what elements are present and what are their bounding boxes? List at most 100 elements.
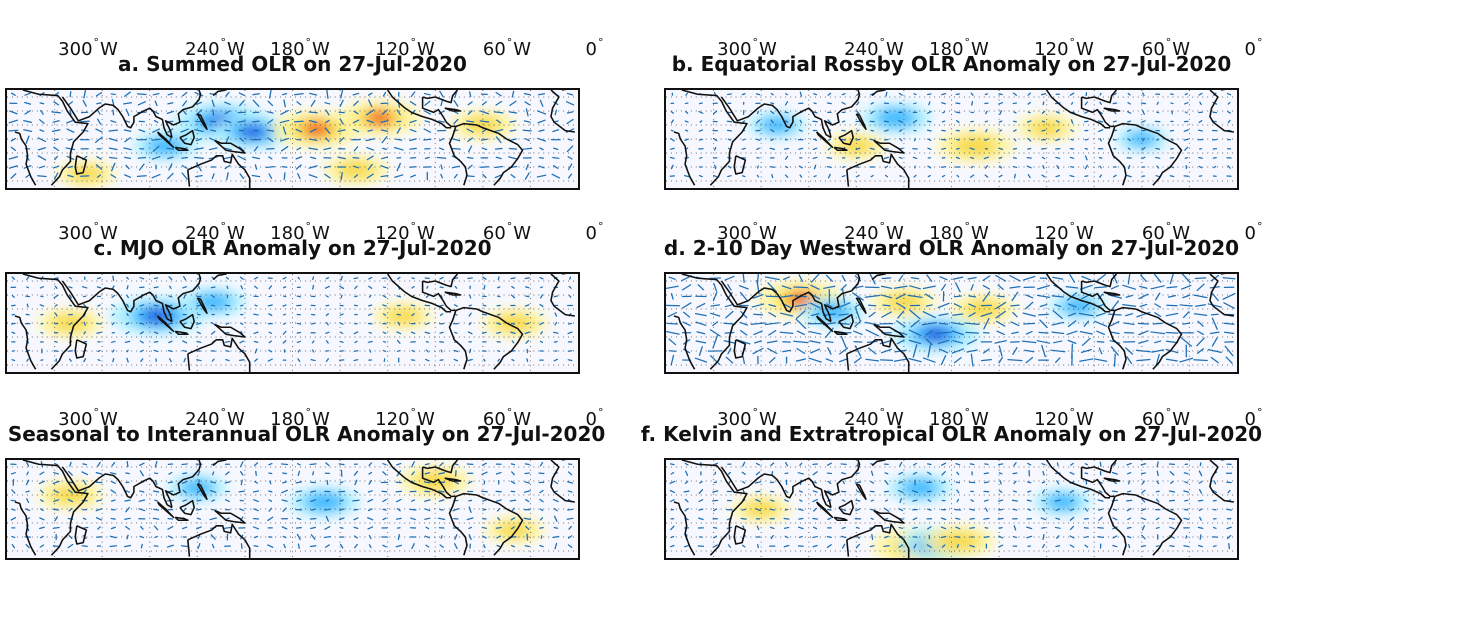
- longitude-hemisphere: W: [1076, 409, 1094, 430]
- wind-vector: [682, 321, 691, 327]
- wind-vector: [10, 146, 16, 151]
- wind-vector: [424, 535, 430, 539]
- wind-vector: [1083, 320, 1090, 327]
- wind-vector: [166, 544, 174, 548]
- wind-vector: [168, 358, 172, 363]
- coastline: [455, 306, 524, 370]
- wind-vector: [1213, 480, 1217, 485]
- wind-vector: [827, 480, 832, 484]
- wind-vector: [225, 349, 230, 353]
- wind-vector: [166, 110, 175, 114]
- wind-vector: [1127, 147, 1131, 151]
- wind-vector: [1141, 534, 1146, 540]
- wind-vector: [82, 463, 88, 466]
- coastline: [174, 516, 189, 522]
- wind-vector: [998, 490, 1003, 493]
- wind-vector: [1169, 526, 1175, 530]
- wind-vector: [126, 276, 129, 280]
- wind-vector: [927, 165, 932, 169]
- wind-vector: [984, 165, 989, 169]
- degree-mark: °: [410, 406, 417, 419]
- wind-vector: [1042, 543, 1045, 549]
- wind-vector: [510, 544, 516, 548]
- coastline: [22, 90, 89, 186]
- wind-vector: [39, 304, 45, 307]
- wind-vector: [856, 110, 860, 115]
- wind-vector: [1038, 331, 1049, 334]
- longitude-label: 0°: [586, 36, 605, 60]
- wind-vector: [812, 490, 818, 493]
- degree-mark: °: [879, 36, 886, 49]
- wind-vector: [856, 490, 860, 493]
- wind-vector: [785, 461, 789, 467]
- wind-vector: [1023, 275, 1036, 281]
- wind-vector: [68, 470, 73, 476]
- degree-mark: °: [752, 220, 759, 233]
- wind-vector: [1184, 102, 1189, 105]
- wind-vector: [742, 544, 746, 548]
- longitude-label: 0°: [1245, 220, 1264, 244]
- longitude-label: 180°W: [270, 220, 330, 244]
- wind-vector: [567, 508, 574, 511]
- wind-vector: [1025, 330, 1033, 335]
- coastline: [422, 274, 459, 288]
- wind-vector: [809, 302, 821, 309]
- wind-vector: [1183, 129, 1189, 132]
- wind-vector: [1226, 92, 1232, 96]
- coastline: [455, 492, 524, 556]
- wind-vector: [897, 310, 905, 319]
- wind-vector: [366, 119, 374, 124]
- wind-vector: [927, 93, 932, 96]
- wind-vector: [1026, 165, 1032, 169]
- wind-vector: [1198, 129, 1203, 132]
- wind-vector: [1052, 276, 1064, 280]
- wind-vector: [1126, 535, 1132, 539]
- olr-map: [664, 88, 1239, 190]
- wind-vector: [810, 284, 820, 290]
- wind-vector: [238, 129, 245, 132]
- wind-vector: [281, 526, 288, 530]
- wind-vector: [681, 302, 692, 309]
- wind-vector: [855, 508, 861, 512]
- wind-vector: [941, 174, 946, 178]
- wind-vector: [1184, 111, 1188, 114]
- coastline: [212, 274, 228, 281]
- coastline: [187, 337, 251, 372]
- wind-vector: [124, 517, 131, 520]
- wind-vector: [136, 175, 147, 177]
- wind-vector: [836, 302, 851, 309]
- wind-vector: [209, 517, 217, 521]
- olr-anomaly-core: [497, 521, 532, 539]
- degree-mark: °: [1165, 406, 1172, 419]
- wind-vector: [799, 462, 803, 466]
- wind-vector: [996, 330, 1005, 336]
- wind-vector: [566, 145, 574, 153]
- wind-vector: [856, 156, 860, 159]
- wind-vector: [151, 156, 161, 160]
- wind-vector: [395, 517, 402, 520]
- wind-vector: [68, 489, 73, 494]
- wind-vector: [913, 174, 917, 178]
- wind-vector: [539, 461, 544, 467]
- longitude-hemisphere: W: [227, 39, 245, 60]
- wind-vector: [1122, 304, 1137, 307]
- wind-vector: [97, 110, 101, 115]
- olr-anomaly-core: [303, 492, 345, 512]
- wind-vector: [864, 294, 880, 298]
- wind-vector: [1036, 340, 1051, 344]
- wind-vector: [424, 463, 430, 466]
- wind-vector: [568, 285, 572, 289]
- wind-vector: [714, 471, 717, 475]
- wind-vector: [124, 340, 131, 344]
- wind-vector: [524, 481, 531, 484]
- wind-vector: [898, 111, 904, 114]
- wind-vector: [54, 462, 59, 466]
- coastline: [22, 460, 89, 556]
- longitude-hemisphere: W: [971, 223, 989, 244]
- wind-vector: [111, 304, 116, 308]
- wind-vector: [1141, 525, 1145, 531]
- wind-vector: [1184, 93, 1188, 96]
- wind-vector: [95, 91, 103, 97]
- wind-vector: [167, 172, 174, 180]
- wind-vector: [893, 285, 908, 289]
